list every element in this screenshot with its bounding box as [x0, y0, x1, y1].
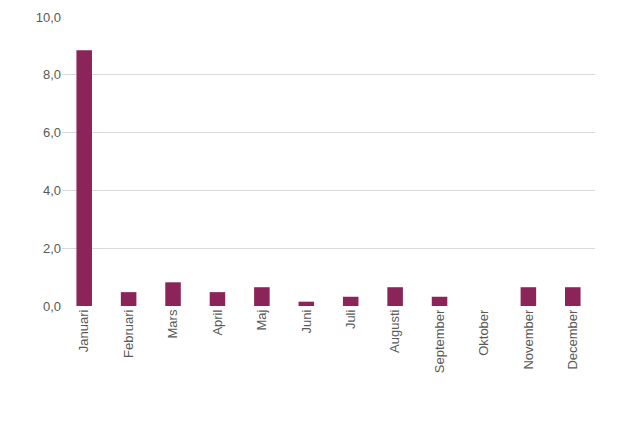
svg-text:Augusti: Augusti [387, 310, 402, 353]
svg-text:2,0: 2,0 [43, 241, 61, 256]
svg-text:Februari: Februari [121, 310, 136, 359]
svg-text:10,0: 10,0 [36, 10, 61, 25]
svg-text:December: December [565, 309, 580, 370]
svg-text:Mars: Mars [165, 309, 180, 338]
svg-text:Januari: Januari [76, 309, 91, 352]
svg-text:Oktober: Oktober [476, 309, 491, 356]
svg-text:Juli: Juli [343, 309, 358, 329]
svg-text:8,0: 8,0 [43, 67, 61, 82]
svg-text:6,0: 6,0 [43, 125, 61, 140]
svg-text:Juni: Juni [299, 309, 314, 333]
svg-text:Maj: Maj [254, 309, 269, 330]
svg-text:4,0: 4,0 [43, 183, 61, 198]
svg-text:April: April [210, 309, 225, 335]
svg-text:September: September [432, 309, 447, 373]
svg-text:0,0: 0,0 [43, 299, 61, 314]
svg-text:November: November [521, 309, 536, 370]
